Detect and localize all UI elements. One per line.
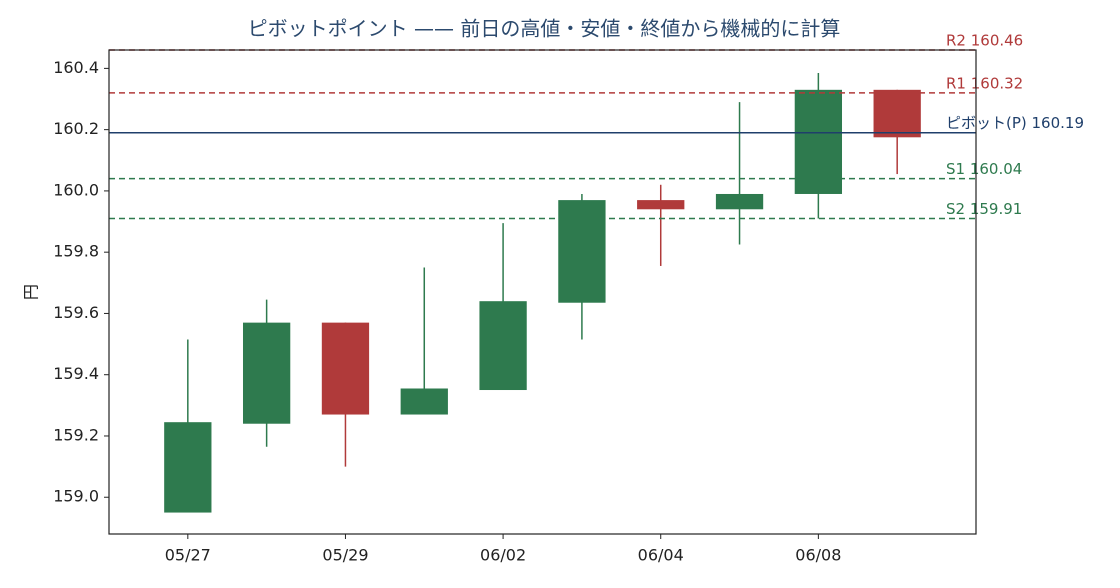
y-axis-label: 円 bbox=[22, 284, 41, 300]
y-tick-label: 159.8 bbox=[53, 242, 99, 261]
pivot-label: R1 160.32 bbox=[946, 74, 1023, 92]
y-tick-label: 159.4 bbox=[53, 364, 99, 383]
y-tick-label: 159.0 bbox=[53, 487, 99, 506]
candle-body bbox=[873, 89, 921, 138]
candle-body bbox=[794, 89, 843, 194]
candle-body bbox=[400, 388, 448, 415]
chart-title: ピボットポイント —— 前日の高値・安値・終値から機械的に計算 bbox=[248, 17, 841, 41]
candle-body bbox=[242, 322, 291, 424]
y-tick-label: 159.2 bbox=[53, 425, 99, 444]
pivot-label: R2 160.46 bbox=[946, 32, 1023, 50]
y-tick-label: 160.2 bbox=[53, 119, 99, 138]
x-tick-label: 06/04 bbox=[638, 546, 684, 565]
x-tick-label: 05/27 bbox=[165, 546, 211, 565]
candle-body bbox=[164, 422, 212, 513]
y-tick-label: 160.0 bbox=[53, 180, 99, 199]
pivot-label: S1 160.04 bbox=[946, 160, 1022, 178]
candle-body bbox=[479, 301, 527, 391]
x-tick-label: 06/08 bbox=[795, 546, 841, 565]
candle-body bbox=[637, 200, 685, 210]
candle-body bbox=[558, 200, 606, 303]
x-tick-label: 05/29 bbox=[322, 546, 368, 565]
pivot-label: ピボット(P) 160.19 bbox=[946, 114, 1084, 132]
candle-body bbox=[321, 322, 370, 415]
x-tick-label: 06/02 bbox=[480, 546, 526, 565]
pivot-label: S2 159.91 bbox=[946, 200, 1022, 218]
y-tick-label: 160.4 bbox=[53, 58, 99, 77]
y-tick-label: 159.6 bbox=[53, 303, 99, 322]
plot-frame bbox=[108, 49, 977, 535]
candle-body bbox=[715, 193, 764, 210]
